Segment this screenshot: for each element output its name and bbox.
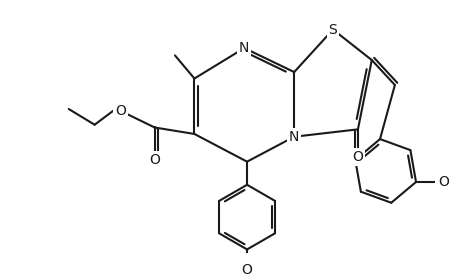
- Text: S: S: [328, 22, 338, 36]
- Text: O: O: [438, 175, 449, 189]
- Text: N: N: [239, 41, 250, 55]
- Text: O: O: [115, 104, 126, 118]
- Text: N: N: [289, 130, 300, 144]
- Text: O: O: [149, 153, 160, 167]
- Text: O: O: [242, 263, 252, 274]
- Text: O: O: [353, 150, 363, 164]
